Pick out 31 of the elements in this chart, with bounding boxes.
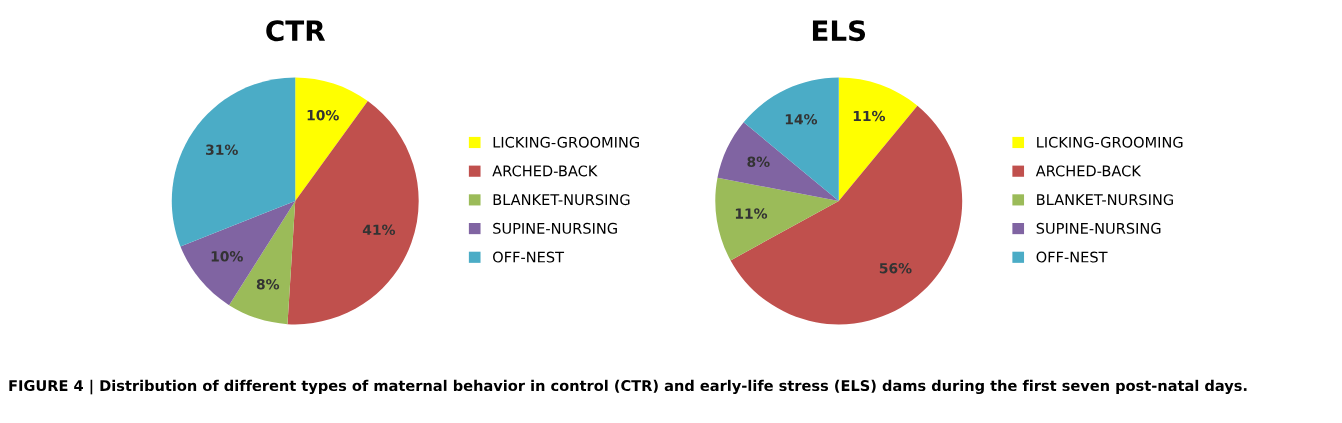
legend-label: OFF-NEST [1036, 251, 1108, 263]
data-label: 41% [362, 224, 396, 236]
legend-label: BLANKET-NURSING [1037, 194, 1173, 206]
data-label: 10% [307, 109, 339, 121]
caption: FIGURE 4 | Distribution of different types of maternal behavior in control (CTR) and early-life stress (ELS) dams during the first seven post-natal days. [9, 379, 1247, 395]
legend-label: ARCHED-BACK [1035, 165, 1142, 177]
legend-label: SUPINE-NURSING [493, 222, 617, 234]
chart-title: ELS [812, 20, 866, 42]
chart-title: CTR [266, 20, 326, 42]
data-label: 56% [879, 262, 912, 274]
legend-label: BLANKET-NURSING [493, 194, 630, 206]
data-label: 14% [785, 114, 818, 125]
data-label: 11% [853, 110, 886, 122]
pie-slice [287, 101, 419, 325]
legend-label: SUPINE-NURSING [1036, 222, 1161, 234]
data-label: 8% [747, 156, 770, 168]
legend-label: ARCHED-BACK [492, 165, 598, 177]
pie-slice [180, 200, 296, 306]
pie-slice [171, 77, 296, 247]
legend-label: LICKING-GROOMING [493, 136, 639, 148]
pie-slice [838, 77, 918, 201]
pie-slice [715, 177, 839, 261]
data-label: 11% [735, 208, 768, 219]
legend-label: OFF-NEST [493, 251, 565, 263]
pie-slice [730, 105, 963, 325]
legend-label: LICKING-GROOMING [1037, 136, 1183, 148]
data-label: 8% [256, 278, 280, 290]
pie-slice [295, 77, 368, 201]
data-label: 31% [206, 144, 238, 155]
data-label: 10% [211, 251, 243, 262]
pie-slice [743, 77, 839, 201]
